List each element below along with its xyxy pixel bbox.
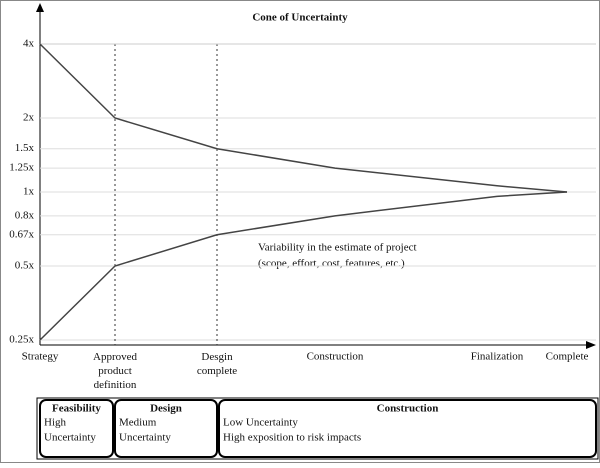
x-tick-label: Construction xyxy=(307,351,364,363)
phase-box xyxy=(114,399,218,458)
phase-title: Construction xyxy=(377,403,439,415)
phase-text: High exposition to risk impacts xyxy=(223,432,361,444)
y-arrow xyxy=(36,3,44,12)
annotation: Variability in the estimate of project xyxy=(258,242,417,254)
y-tick-label: 0.8x xyxy=(15,209,35,221)
x-tick-label: Complete xyxy=(546,351,589,363)
phase-title: Feasibility xyxy=(52,403,101,415)
phase-text: Medium xyxy=(119,417,157,429)
phase-box xyxy=(218,399,597,458)
phase-text: Uncertainty xyxy=(119,432,171,444)
y-tick-label: 1x xyxy=(23,186,35,198)
x-tick-label: Approved product definition xyxy=(93,351,137,391)
x-tick-label: Finalization xyxy=(471,351,524,363)
x-arrow xyxy=(586,341,596,349)
phase-text: Uncertainty xyxy=(44,432,96,444)
annotation: (scope, effort, cost, features, etc.) xyxy=(258,258,405,270)
y-tick-label: 4x xyxy=(23,38,35,50)
series-line xyxy=(39,191,568,341)
y-tick-label: 2x xyxy=(23,112,35,124)
y-tick-label: 1.25x xyxy=(9,162,34,174)
phase-text: Low Uncertainty xyxy=(223,417,298,429)
phase-text: High xyxy=(44,417,67,429)
phase-box xyxy=(39,399,114,458)
y-tick-label: 0.25x xyxy=(9,334,34,346)
y-tick-label: 0.67x xyxy=(9,228,34,240)
y-tick-label: 0.5x xyxy=(15,260,35,272)
x-tick-label: Desgin complete xyxy=(197,351,237,377)
phase-frame xyxy=(36,397,599,460)
series-line xyxy=(39,43,568,193)
y-tick-label: 1.5x xyxy=(15,142,35,154)
phase-title: Design xyxy=(150,403,182,415)
x-tick-label: Strategy xyxy=(22,351,59,363)
chart-title: Cone of Uncertainty xyxy=(252,12,348,24)
